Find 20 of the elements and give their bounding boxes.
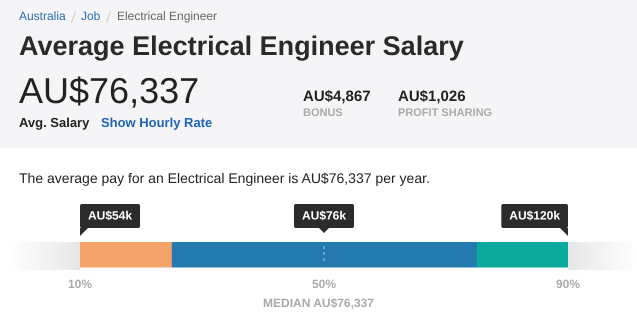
text: Electrical Engineer xyxy=(117,9,218,23)
text: AU$4,867 xyxy=(303,88,371,105)
text: BONUS xyxy=(303,107,343,119)
text: PROFIT SHARING xyxy=(398,107,492,119)
bar xyxy=(171,242,477,268)
text: Avg. Salary xyxy=(19,115,90,130)
text: Job xyxy=(81,9,100,23)
x-tick-label: 50% xyxy=(312,277,336,292)
text: AU$76k xyxy=(302,208,346,222)
text: Show Hourly Rate xyxy=(101,115,212,130)
annotation: MEDIAN AU$76,337 xyxy=(262,296,375,310)
text: AU$120k xyxy=(509,208,560,222)
text: AU$1,026 xyxy=(398,88,466,105)
text: Australia xyxy=(19,9,66,23)
text: The average pay for an Electrical Engineer is AU$76,337 per year. xyxy=(19,170,430,186)
chart-title: Average Electrical Engineer Salary xyxy=(19,31,464,62)
text: AU$54k xyxy=(88,208,132,222)
text: AU$76,337 xyxy=(19,70,200,112)
x-tick-label: 90% xyxy=(556,277,580,292)
x-tick-label: 10% xyxy=(68,277,92,292)
